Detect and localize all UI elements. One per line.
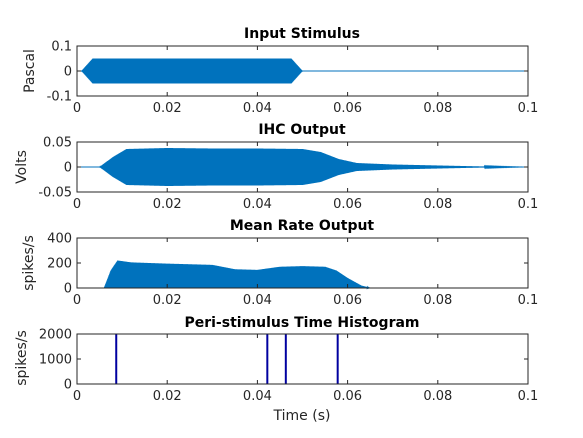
x-tick-label: 0 <box>73 293 81 308</box>
waveform-ihc-output <box>77 147 528 187</box>
subplot-ihc-output: IHC Output Volts 0 0.02 0.04 0.06 0.08 0.1 -0.… <box>14 122 538 212</box>
x-tick-label: 0.08 <box>423 101 452 116</box>
x-tick-label: 0 <box>73 101 81 116</box>
axes-box-input-stimulus <box>76 45 529 97</box>
y-tick-label: 0 <box>64 65 72 80</box>
title-mean-rate-output: Mean Rate Output <box>230 218 375 234</box>
y-tick-label: 0 <box>64 161 72 176</box>
y-tick-label: 0.05 <box>43 136 72 151</box>
x-tick-label: 0.1 <box>518 197 539 212</box>
series-ihc-output <box>77 147 528 187</box>
y-tick-label: 0 <box>64 378 72 393</box>
x-tick-label: 0.02 <box>153 101 182 116</box>
axes-box-ihc-output <box>76 141 529 193</box>
title-ihc-output: IHC Output <box>258 122 346 138</box>
x-tick-label: 0.08 <box>423 293 452 308</box>
axes-box-mean-rate-output <box>76 237 529 289</box>
x-tick-label: 0.06 <box>333 101 362 116</box>
x-tick-label: 0.04 <box>243 389 272 404</box>
series-input-stimulus <box>77 58 528 84</box>
y-tick-label: -0.05 <box>38 186 72 201</box>
x-tick-label: 0.1 <box>518 389 539 404</box>
subplot-psth: Peri-stimulus Time Histogram spikes/s Ti… <box>14 315 538 424</box>
subplot-mean-rate-output: Mean Rate Output spikes/s 0 0.02 0.04 0.06 0… <box>21 218 538 308</box>
series-mean-rate-output <box>77 260 528 290</box>
x-tick-label: 0.02 <box>153 197 182 212</box>
ylabel-psth: spikes/s <box>14 330 30 386</box>
y-tick-label: 0 <box>64 282 72 297</box>
ylabel-ihc-output: Volts <box>14 150 30 184</box>
ylabel-mean-rate-output: spikes/s <box>21 235 37 291</box>
x-tick-label: 0.06 <box>333 389 362 404</box>
x-tick-label: 0.02 <box>153 389 182 404</box>
x-tick-label: 0.06 <box>333 293 362 308</box>
x-tick-label: 0.1 <box>518 101 539 116</box>
y-tick-label: 0.1 <box>51 40 72 55</box>
ticks-psth: 0 0.02 0.04 0.06 0.08 0.1 0 1000 2000 <box>39 328 538 405</box>
y-tick-label: 2000 <box>39 328 72 343</box>
title-psth: Peri-stimulus Time Histogram <box>184 315 419 331</box>
x-tick-label: 0.04 <box>243 101 272 116</box>
waveform-input-stimulus <box>77 58 528 84</box>
x-tick-label: 0.04 <box>243 293 272 308</box>
subplot-input-stimulus: Input Stimulus Pascal 0 0.02 0.04 0.06 0.08 0… <box>22 26 538 116</box>
ylabel-input-stimulus: Pascal <box>22 49 38 93</box>
xlabel-psth: Time (s) <box>273 408 331 424</box>
y-tick-label: 200 <box>47 257 72 272</box>
y-tick-label: -0.1 <box>47 90 72 105</box>
x-tick-label: 0.08 <box>423 389 452 404</box>
title-input-stimulus: Input Stimulus <box>244 26 360 42</box>
y-tick-label: 1000 <box>39 353 72 368</box>
axes-box-psth <box>76 333 529 385</box>
x-tick-label: 0 <box>73 197 81 212</box>
x-tick-label: 0.08 <box>423 197 452 212</box>
x-tick-label: 0 <box>73 389 81 404</box>
y-tick-label: 400 <box>47 232 72 247</box>
x-tick-label: 0.06 <box>333 197 362 212</box>
series-psth <box>115 334 339 384</box>
waveform-mean-rate-output <box>77 260 528 290</box>
ticks-mean-rate-output: 0 0.02 0.04 0.06 0.08 0.1 0 200 400 <box>47 232 538 309</box>
x-tick-label: 0.02 <box>153 293 182 308</box>
ticks-input-stimulus: 0 0.02 0.04 0.06 0.08 0.1-0.100.1 <box>47 40 539 117</box>
x-tick-label: 0.1 <box>518 293 539 308</box>
x-tick-label: 0.04 <box>243 197 272 212</box>
